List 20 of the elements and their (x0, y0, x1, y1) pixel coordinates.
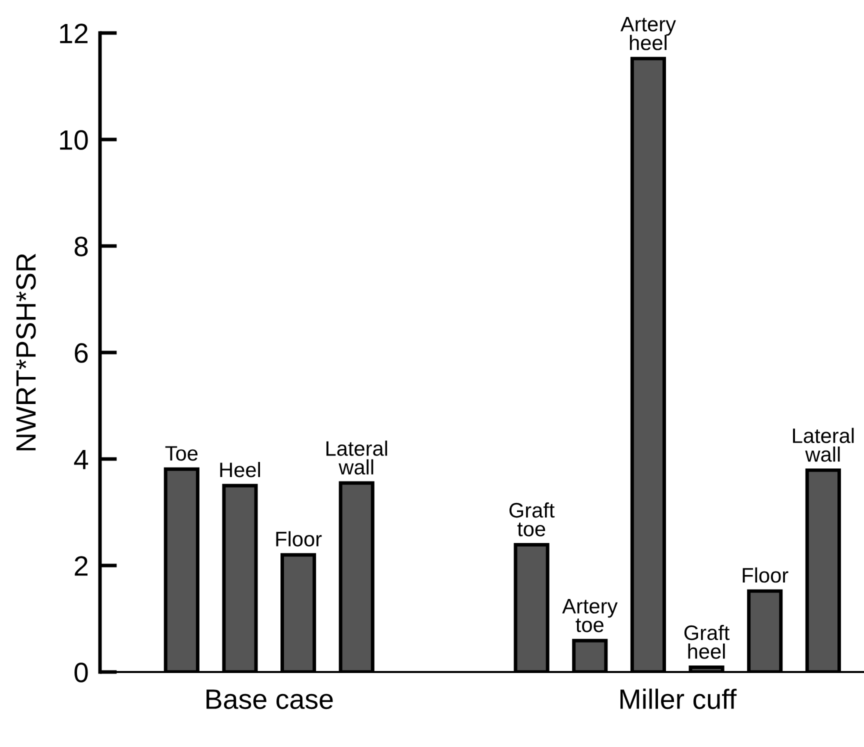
y-tick-label: 0 (74, 662, 88, 682)
x-tick-label: Artery heel (620, 16, 676, 50)
x-tick-label: Floor (742, 567, 788, 583)
y-tick-label: 12 (60, 24, 88, 44)
x-tick-label: Graft toe (509, 502, 555, 536)
text: Base case (206, 690, 333, 710)
y-tick-label: 8 (74, 236, 88, 256)
y-tick-label: 4 (74, 450, 88, 470)
text: Miller cuff (620, 688, 737, 710)
x-tick-label: Heel (220, 462, 260, 478)
x-tick-label: Artery toe (562, 599, 618, 632)
x-tick-label: Lateral wall (793, 428, 854, 462)
y-axis-title: NWRT*PSH*SR (16, 254, 36, 450)
x-tick-label: Floor (276, 531, 322, 546)
y-tick-label: 10 (60, 130, 88, 150)
x-tick-label: Graft heel (684, 624, 730, 659)
x-tick-label: Toe (165, 446, 198, 461)
x-tick-label: Lateral wall (326, 440, 388, 475)
y-tick-label: 6 (74, 343, 88, 363)
y-tick-label: 2 (74, 556, 88, 576)
